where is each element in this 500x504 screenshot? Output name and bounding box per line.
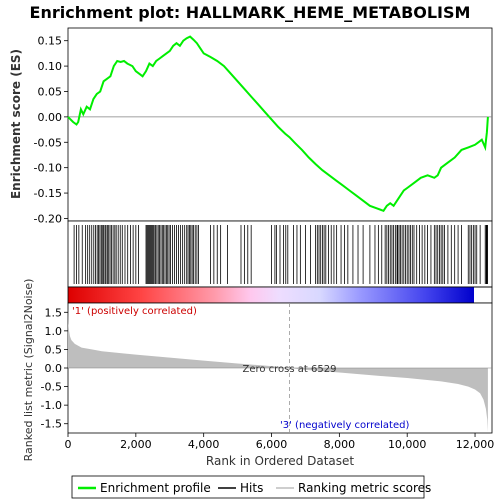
x-axis-ticks: 0 2,000 4,000 6,000 8,000 10,000 12,000 bbox=[65, 433, 495, 451]
metric-ytick-label: 0.5 bbox=[45, 343, 63, 356]
legend-box bbox=[71, 475, 425, 499]
metric-ytick-label: 1.5 bbox=[45, 306, 63, 319]
es-ylabel: Enrichment score (ES) bbox=[9, 49, 23, 199]
enrichment-profile-line bbox=[67, 35, 489, 213]
es-ytick-label: -0.05 bbox=[34, 136, 62, 149]
ranking-metric-area bbox=[68, 308, 488, 432]
es-ytick-label: -0.10 bbox=[34, 162, 62, 175]
es-panel-frame bbox=[67, 27, 493, 222]
es-y-ticks: 0.15 0.10 0.05 0.00 -0.05 -0.10 -0.15 -0.20 bbox=[34, 35, 68, 225]
metric-ytick-label: 1.0 bbox=[45, 325, 63, 338]
legend-metric-label: Ranking metric scores bbox=[298, 481, 431, 495]
es-ytick-label: 0.10 bbox=[38, 60, 63, 73]
es-ytick-label: -0.15 bbox=[34, 187, 62, 200]
metric-ylabel: Ranked list metric (Signal2Noise) bbox=[22, 279, 35, 462]
negative-label: '3' (negatively correlated) bbox=[280, 420, 409, 431]
metric-ytick-label: -0.5 bbox=[41, 381, 62, 394]
es-ytick-label: 0.00 bbox=[38, 111, 63, 124]
rank-color-bar bbox=[68, 287, 474, 303]
chart-title: Enrichment plot: HALLMARK_HEME_METABOLIS… bbox=[30, 3, 471, 22]
metric-ytick-label: -1.0 bbox=[41, 399, 62, 412]
es-ytick-label: 0.15 bbox=[38, 35, 63, 48]
es-ytick-label: 0.05 bbox=[38, 85, 63, 98]
metric-ytick-label: -1.5 bbox=[41, 418, 62, 431]
x-tick-label: 12,000 bbox=[456, 438, 495, 451]
es-ytick-label: -0.20 bbox=[34, 212, 62, 225]
x-tick-label: 4,000 bbox=[188, 438, 220, 451]
x-axis-label: Rank in Ordered Dataset bbox=[206, 454, 354, 468]
zero-cross-label: Zero cross at 6529 bbox=[242, 364, 336, 375]
x-tick-label: 2,000 bbox=[120, 438, 152, 451]
hits-group bbox=[73, 225, 488, 284]
legend-hits-label: Hits bbox=[240, 481, 263, 495]
x-tick-label: 0 bbox=[65, 438, 72, 451]
metric-ytick-label: 0.0 bbox=[45, 362, 63, 375]
x-tick-label: 6,000 bbox=[256, 438, 288, 451]
metric-y-ticks: 1.5 1.0 0.5 0.0 -0.5 -1.0 -1.5 bbox=[41, 306, 68, 431]
positive-label: '1' (positively correlated) bbox=[72, 306, 197, 317]
x-tick-label: 10,000 bbox=[388, 438, 427, 451]
x-tick-label: 8,000 bbox=[324, 438, 356, 451]
legend-enrichment-label: Enrichment profile bbox=[100, 481, 211, 495]
